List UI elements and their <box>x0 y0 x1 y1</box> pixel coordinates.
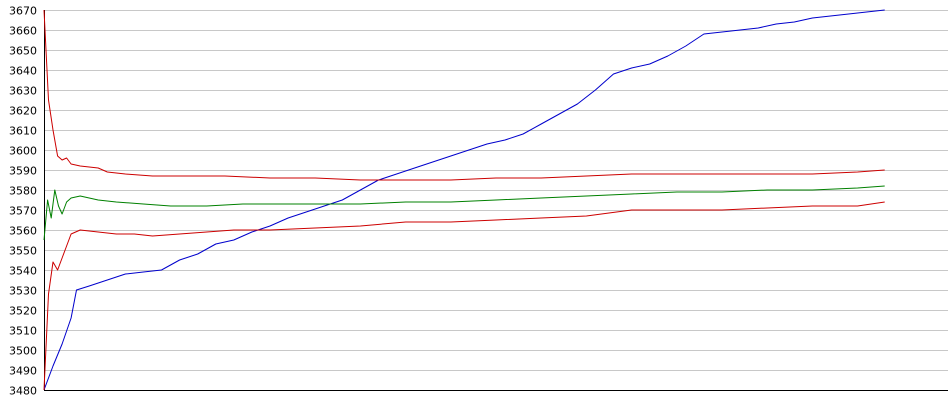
y-tick-labels: 3670 3660 3650 3640 3630 3620 3610 3600 3590 3580… <box>9 5 37 398</box>
y-tick-label: 3590 <box>9 165 37 178</box>
axes <box>44 10 948 391</box>
y-tick-label: 3530 <box>9 285 37 298</box>
series-lines <box>43 9 885 391</box>
y-tick-label: 3610 <box>9 125 37 138</box>
y-tick-label: 3570 <box>9 205 37 218</box>
y-tick-label: 3560 <box>9 225 37 238</box>
y-tick-label: 3670 <box>9 5 37 18</box>
y-tick-label: 3520 <box>9 305 37 318</box>
y-tick-label: 3600 <box>9 145 37 158</box>
series-line-3 <box>43 185 885 241</box>
series-line-4 <box>43 201 885 391</box>
series-line-2 <box>43 9 885 181</box>
y-tick-label: 3480 <box>9 385 37 398</box>
y-tick-label: 3650 <box>9 45 37 58</box>
y-tick-label: 3500 <box>9 345 37 358</box>
y-tick-label: 3510 <box>9 325 37 338</box>
y-tick-label: 3660 <box>9 25 37 38</box>
y-tick-label: 3630 <box>9 85 37 98</box>
y-tick-label: 3640 <box>9 65 37 78</box>
y-tick-label: 3550 <box>9 245 37 258</box>
y-tick-label: 3580 <box>9 185 37 198</box>
series-line-1 <box>43 9 885 391</box>
gridlines <box>44 10 948 391</box>
y-tick-label: 3490 <box>9 365 37 378</box>
y-tick-label: 3540 <box>9 265 37 278</box>
y-tick-label: 3620 <box>9 105 37 118</box>
